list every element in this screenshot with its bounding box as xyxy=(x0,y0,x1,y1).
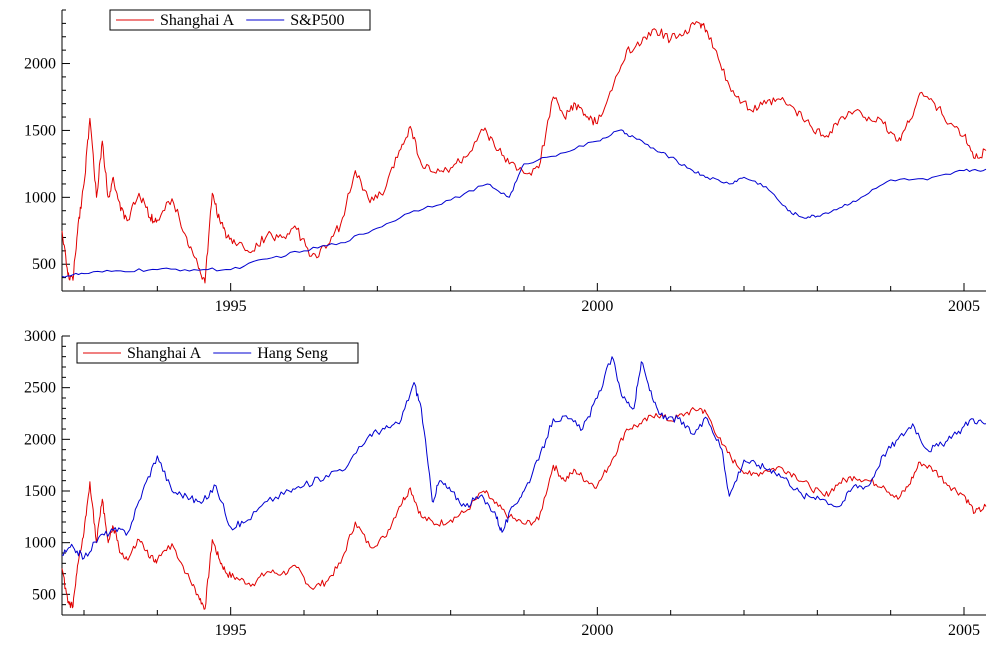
chart-top: 1995 2000 2005 500 1000 1500 2000 Shanghai A S&P… xyxy=(24,9,987,315)
y-tick-label: 1000 xyxy=(24,535,56,552)
legend-box xyxy=(109,9,371,31)
legend: Shanghai A Hang Seng xyxy=(76,342,359,364)
x-tick-label: 2000 xyxy=(581,622,613,639)
y-tick-label: 3000 xyxy=(24,328,56,345)
legend: Shanghai A S&P500 xyxy=(109,9,371,31)
y-tick-label: 2000 xyxy=(24,56,56,73)
x-tick-label: 1995 xyxy=(215,622,247,639)
y-tick-label: 2000 xyxy=(24,431,56,448)
legend-label-s-p500: S&P500 xyxy=(290,12,344,29)
y-tick-label: 500 xyxy=(32,586,56,603)
y-tick-label: 500 xyxy=(32,256,56,273)
y-tick-label: 1500 xyxy=(24,122,56,139)
series-line-shanghai-a xyxy=(61,407,987,610)
x-tick-label: 2005 xyxy=(948,298,980,315)
x-tick-label: 2005 xyxy=(948,622,980,639)
y-tick-label: 2500 xyxy=(24,380,56,397)
x-tick-label: 1995 xyxy=(215,298,247,315)
x-tick-label: 2000 xyxy=(581,298,613,315)
y-tick-label: 1500 xyxy=(24,483,56,500)
chart-bottom: 1995 2000 2005 500 1000 1500 2000 2500 3000 Shang… xyxy=(24,328,987,639)
series-line-shanghai-a xyxy=(61,21,987,284)
series-line-s-p500 xyxy=(61,129,987,278)
legend-label-shanghai-a: Shanghai A xyxy=(127,345,202,362)
y-tick-label: 1000 xyxy=(24,189,56,206)
legend-label-hang-seng: Hang Seng xyxy=(257,345,328,362)
series-line-hang-seng xyxy=(61,356,987,560)
legend-label-shanghai-a: Shanghai A xyxy=(160,12,235,29)
